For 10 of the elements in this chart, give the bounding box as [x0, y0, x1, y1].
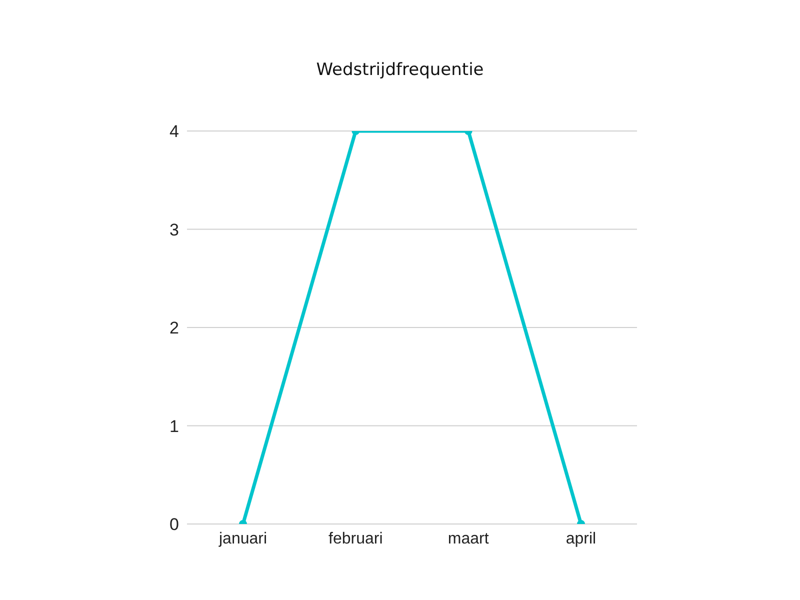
y-tick-label: 2 — [170, 318, 179, 338]
y-tick-label: 3 — [170, 220, 179, 240]
x-tick-label: april — [566, 530, 596, 548]
y-tick-label: 1 — [170, 416, 179, 436]
x-tick-label: maart — [448, 530, 490, 548]
x-tick-label: februari — [328, 530, 383, 548]
chart-title: Wedstrijdfrequentie — [315, 60, 485, 80]
x-tick-label: januari — [218, 530, 268, 548]
y-tick-label: 0 — [170, 515, 179, 534]
y-tick-label: 4 — [170, 122, 179, 142]
